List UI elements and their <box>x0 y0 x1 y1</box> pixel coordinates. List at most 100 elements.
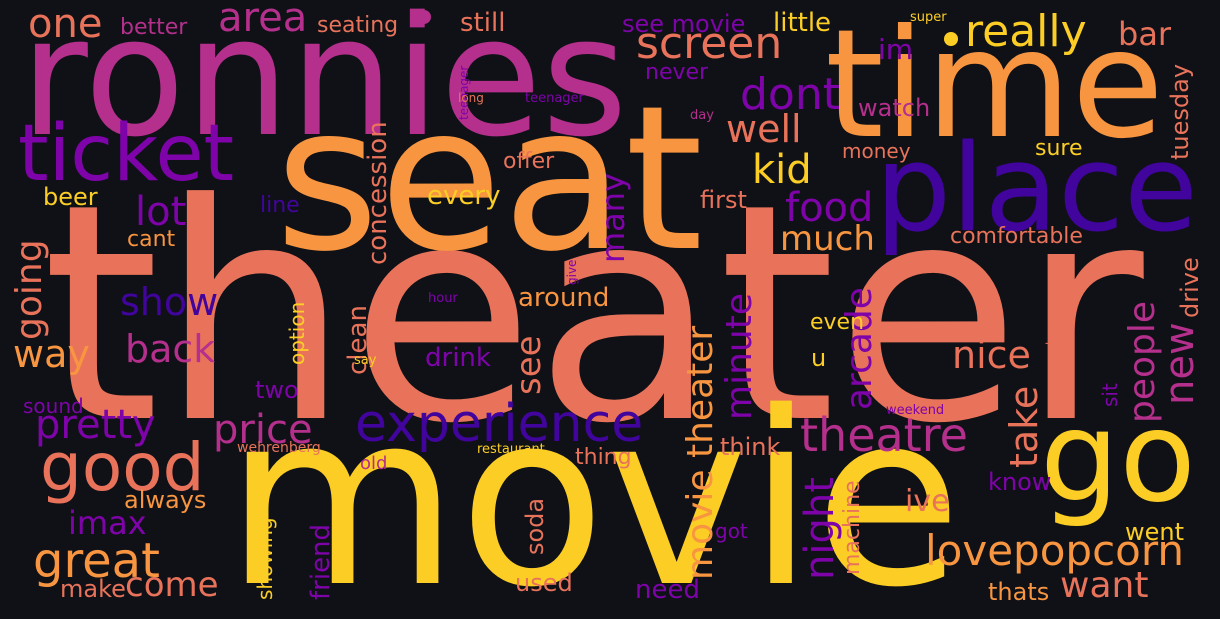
word-went: went <box>1125 518 1185 546</box>
word-beer: beer <box>43 183 98 211</box>
word-never: never <box>645 60 709 85</box>
word-good: good <box>40 429 205 506</box>
word-better: better <box>120 15 188 40</box>
word-much: much <box>780 219 875 259</box>
word-every: every <box>427 181 501 211</box>
word-dont: dont <box>740 69 840 120</box>
word-cant: cant <box>127 227 176 252</box>
word-watch: watch <box>858 94 931 122</box>
word-option: option <box>285 301 309 365</box>
word-pretty: pretty <box>35 402 156 448</box>
word-ticket: ticket <box>18 109 235 199</box>
word-showing: showing <box>253 517 277 600</box>
word-always: always <box>124 486 207 514</box>
word-ive: ive <box>905 484 950 519</box>
word-experience: experience <box>355 394 644 454</box>
word-lovepopcorn: lovepopcorn <box>925 526 1185 575</box>
dot-shape <box>944 32 958 46</box>
word-im: im <box>878 33 914 66</box>
word-night: night <box>797 477 843 580</box>
word-imax: imax <box>68 504 147 542</box>
word-still: still <box>460 8 506 38</box>
word-line: line <box>260 193 300 218</box>
word-make: make <box>60 575 126 603</box>
word-place: place <box>875 120 1198 259</box>
word-wehrenberg: wehrenberg <box>237 440 321 456</box>
word-sit: sit <box>1098 383 1122 407</box>
word-offer: offer <box>503 149 555 174</box>
word-go: go <box>1040 385 1196 530</box>
word-many: many <box>594 173 632 263</box>
word-price: price <box>213 407 313 453</box>
word-new: new <box>1157 322 1203 405</box>
word-really: really <box>965 6 1087 57</box>
word-concession: concession <box>363 121 393 265</box>
word-got: got <box>715 519 748 543</box>
word-sure: sure <box>1035 136 1083 161</box>
word-take: take <box>1002 385 1046 468</box>
word-drink: drink <box>425 343 491 373</box>
word-movie-theater: movie theater <box>680 325 721 580</box>
word-huge: huge <box>1044 314 1058 345</box>
word-long: long <box>458 91 484 105</box>
word-back: back <box>125 327 216 371</box>
word-going: going <box>9 239 50 340</box>
word-give: give <box>565 259 579 285</box>
word-see: see <box>509 335 549 395</box>
word-one: one <box>28 1 103 47</box>
word-time: time <box>825 0 1164 172</box>
word-theatre: theatre <box>800 408 968 462</box>
word-seat: seat <box>275 63 704 296</box>
word-seating: seating <box>317 13 399 38</box>
word-tuesday: tuesday <box>1166 63 1194 160</box>
dot-shape <box>417 10 431 24</box>
word-teenager-h: teenager <box>525 91 584 106</box>
word-show: show <box>120 280 219 324</box>
word-area: area <box>218 0 308 41</box>
word-people: people <box>1122 300 1163 423</box>
word-food: food <box>785 185 874 231</box>
word-need: need <box>635 575 700 605</box>
word-kid: kid <box>752 147 812 193</box>
word-old: old <box>360 453 388 474</box>
word-well: well <box>726 107 802 151</box>
word-thats: thats <box>988 578 1050 606</box>
word-super: super <box>910 10 947 25</box>
word-great: great <box>33 533 160 589</box>
word-money: money <box>842 139 911 163</box>
word-want: want <box>1060 565 1149 606</box>
word-nice: nice <box>952 333 1031 377</box>
word-little: little <box>773 8 832 38</box>
word-two: two <box>255 376 299 404</box>
word-around: around <box>518 283 610 313</box>
word-used: used <box>515 569 573 597</box>
word-minute: minute <box>719 293 760 420</box>
word-hour: hour <box>428 291 458 306</box>
word-day: day <box>690 108 714 123</box>
word-screen: screen <box>636 18 783 69</box>
word-soda: soda <box>521 497 549 555</box>
word-drive: drive <box>1176 257 1204 318</box>
word-sound: sound <box>23 394 84 418</box>
word-restaurant: restaurant <box>477 442 545 457</box>
word-say: say <box>354 353 377 368</box>
word-bar: bar <box>1118 15 1172 53</box>
word-movie: movie <box>225 360 962 619</box>
word-friend: friend <box>306 523 336 600</box>
word-machine: machine <box>840 480 865 575</box>
word-thing: thing <box>575 445 632 470</box>
word-weekend: weekend <box>886 403 945 418</box>
word-even: even <box>810 310 865 335</box>
word-see-movie: see movie <box>622 10 746 38</box>
word-way: way <box>13 332 90 376</box>
word-lot: lot <box>135 189 187 235</box>
word-theater: theater <box>42 140 1144 489</box>
word-arcade: arcade <box>839 287 880 410</box>
word-comfortable: comfortable <box>950 224 1083 249</box>
word-think: think <box>720 433 781 461</box>
word-u: u <box>811 344 827 372</box>
word-first: first <box>700 186 747 214</box>
word-know: know <box>988 468 1052 496</box>
word-come: come <box>125 565 219 605</box>
